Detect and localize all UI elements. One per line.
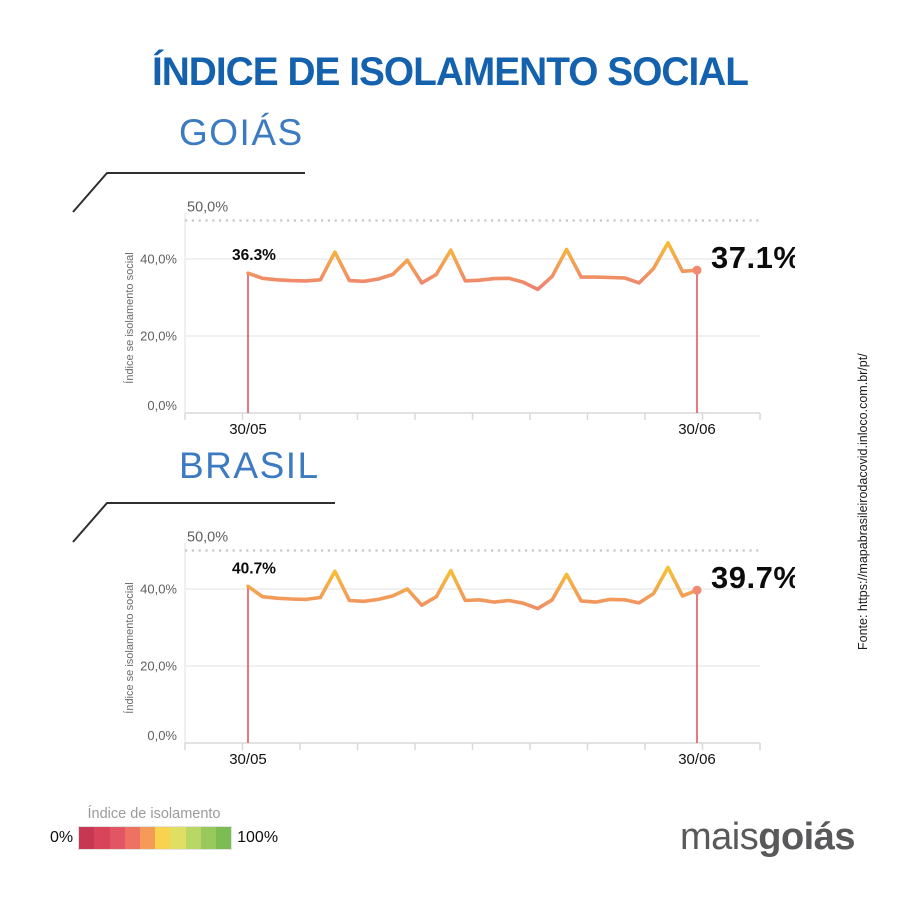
legend-color-segment [170, 827, 186, 849]
svg-text:0,0%: 0,0% [147, 398, 177, 413]
legend-gradient-bar [79, 827, 232, 849]
svg-text:20,0%: 20,0% [140, 659, 177, 674]
legend-color-segment [94, 827, 110, 849]
section-title-brasil: BRASIL [179, 445, 320, 486]
line-chart-goias: 50,0% 40,0% 20,0% 0,0% Índice se isolamento … [123, 200, 795, 439]
legend-color-segment [215, 827, 232, 849]
svg-text:36.3%: 36.3% [232, 247, 276, 264]
svg-text:30/06: 30/06 [678, 751, 716, 768]
brand-logo-mais: mais [680, 816, 759, 858]
legend-color-segment [185, 827, 201, 849]
legend-color-segment [124, 827, 140, 849]
legend-min-label: 0% [50, 829, 74, 846]
page-title: ÍNDICE DE ISOLAMENTO SOCIAL [151, 50, 749, 94]
svg-text:30/05: 30/05 [229, 751, 267, 768]
svg-text:50,0%: 50,0% [187, 200, 228, 216]
svg-text:40.7%: 40.7% [232, 560, 276, 577]
legend-row: 0% 100% [50, 827, 280, 849]
source-note: Fonte: https://mapabrasileirodacovid.inl… [856, 353, 870, 650]
section-underline-decoration [72, 502, 335, 543]
svg-text:Índice se isolamento social: Índice se isolamento social [123, 582, 136, 713]
section-title-goias: GOIÁS [179, 112, 304, 153]
legend-color-segment [155, 827, 171, 849]
svg-text:40,0%: 40,0% [140, 582, 177, 597]
svg-text:37.1%: 37.1% [711, 240, 795, 275]
svg-text:Índice se isolamento social: Índice se isolamento social [123, 252, 136, 383]
svg-text:30/06: 30/06 [678, 421, 716, 438]
svg-text:39.7%: 39.7% [711, 560, 795, 595]
svg-text:30/05: 30/05 [229, 421, 267, 438]
section-underline-decoration [72, 172, 305, 213]
line-chart-brasil: 50,0% 40,0% 20,0% 0,0% Índice se isolamento … [123, 530, 795, 769]
legend-color-segment [200, 827, 216, 849]
brand-logo: maisgoiás [680, 816, 855, 859]
legend-max-label: 100% [237, 829, 279, 846]
legend-color-segment [139, 827, 156, 849]
svg-text:40,0%: 40,0% [140, 252, 177, 267]
svg-text:0,0%: 0,0% [147, 728, 177, 743]
color-legend: Índice de isolamento 0% 100% [50, 806, 280, 849]
legend-color-segment [109, 827, 125, 849]
svg-text:20,0%: 20,0% [140, 329, 177, 344]
legend-title: Índice de isolamento [87, 806, 221, 822]
legend-color-segment [79, 827, 95, 849]
svg-text:50,0%: 50,0% [187, 530, 228, 546]
brand-logo-goias: goiás [758, 816, 855, 858]
